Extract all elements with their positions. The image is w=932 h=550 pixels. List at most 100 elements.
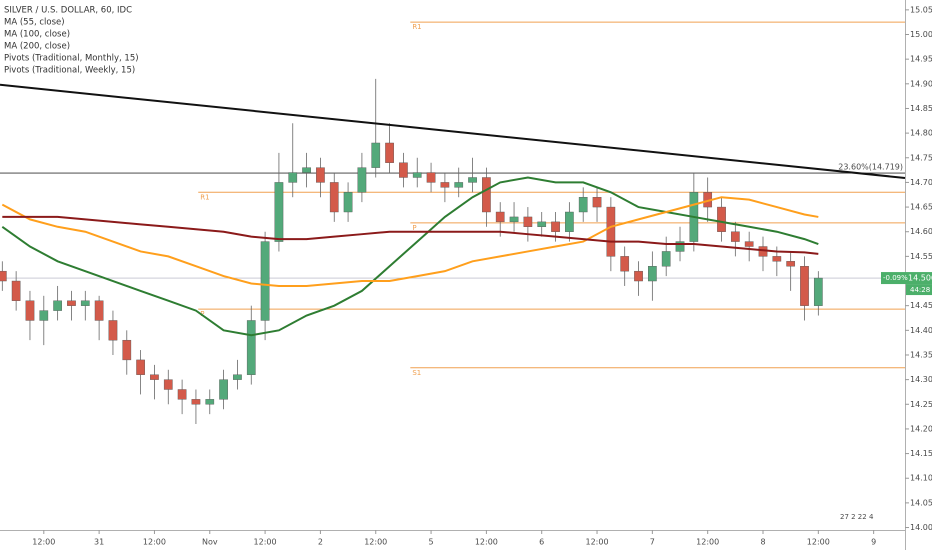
candle-body: [357, 167, 367, 193]
candle-body: [661, 251, 671, 267]
y-tick-label: 14.55: [910, 252, 932, 261]
candle-body: [648, 266, 657, 282]
candle-body: [191, 399, 201, 405]
x-tick-label: 8: [760, 538, 765, 547]
candle-body: [634, 270, 643, 282]
x-tick-label: 9: [871, 538, 876, 547]
x-tick-label: Nov: [202, 538, 218, 547]
y-tick-label: 14.90: [910, 79, 932, 88]
trendline: [0, 83, 906, 179]
legend-entry: MA (200, close): [4, 42, 70, 52]
x-tick-label: 12:00: [143, 538, 166, 547]
candle-body: [25, 300, 35, 321]
legend-entry: MA (55, close): [4, 18, 65, 28]
candle-body: [509, 216, 519, 223]
legend: SILVER / U.S. DOLLAR, 60, IDC MA (55, cl…: [4, 6, 139, 76]
candle-body: [730, 231, 740, 242]
y-tick-label: 14.20: [910, 424, 932, 433]
y-tick-label: 14.00: [910, 523, 932, 532]
x-tick-label: 12:00: [364, 538, 387, 547]
candle-body: [94, 300, 104, 321]
candle-body: [800, 266, 809, 306]
candle-body: [316, 167, 325, 183]
candle-body: [274, 182, 284, 242]
y-tick-label: 14.25: [910, 400, 932, 409]
countdown-tag: [906, 284, 932, 296]
x-tick-label: 5: [429, 538, 434, 547]
candle-body: [53, 300, 62, 311]
y-tick-label: 14.80: [910, 129, 932, 138]
price-tag: [881, 272, 932, 285]
x-tick-label: 12:00: [254, 538, 277, 547]
y-tick-label: 15.00: [910, 30, 932, 39]
candle-body: [260, 241, 270, 321]
y-tick-label: 14.45: [910, 301, 932, 310]
candle-body: [108, 320, 118, 341]
pivot-label: P: [412, 224, 416, 232]
candle-body: [233, 374, 242, 380]
price-value: 14.506: [908, 274, 932, 283]
candle-body: [205, 399, 215, 405]
legend-entry: Pivots (Traditional, Monthly, 15): [4, 54, 139, 64]
y-tick-label: 14.10: [910, 474, 932, 483]
candle-body: [468, 177, 477, 183]
candle-body: [412, 172, 422, 178]
candle-body: [675, 241, 685, 252]
x-tick-label: 12:00: [32, 538, 55, 547]
candle-body: [39, 310, 49, 321]
y-tick-label: 15.05: [910, 5, 932, 14]
x-tick-label: 12:00: [807, 538, 830, 547]
candle-body: [537, 221, 547, 227]
candle-body: [288, 172, 298, 183]
fib-label: 23.60%(14.719): [838, 163, 903, 172]
candle-body: [495, 211, 505, 223]
candle-body: [136, 359, 145, 375]
x-tick-label: 31: [94, 538, 104, 547]
candle-body: [717, 206, 726, 232]
candle-body: [551, 221, 560, 232]
y-tick-label: 14.40: [910, 326, 932, 335]
candle-body: [122, 339, 132, 361]
footer-counts: 27 2 22 4: [840, 513, 874, 521]
candle-body: [578, 197, 588, 213]
ma-line: [2, 215, 819, 255]
candle-body: [11, 280, 21, 301]
candle-body: [0, 270, 7, 282]
candle-body: [606, 206, 616, 257]
y-tick-label: 14.30: [910, 375, 932, 384]
candle-body: [150, 374, 159, 380]
candle-body: [454, 182, 464, 188]
y-tick-label: 14.95: [910, 55, 932, 64]
y-tick-label: 14.85: [910, 104, 932, 113]
candle-body: [163, 379, 173, 390]
candle-body: [523, 216, 533, 227]
pivot-label: R1: [200, 193, 209, 201]
candle-body: [440, 182, 450, 188]
y-tick-label: 14.60: [910, 227, 932, 236]
x-tick-label: 6: [539, 538, 544, 547]
candle-body: [343, 192, 353, 213]
candle-body: [744, 241, 754, 247]
y-tick-label: 14.05: [910, 498, 932, 507]
candle-body: [219, 379, 228, 400]
candle-body: [426, 172, 436, 183]
legend-entry: Pivots (Traditional, Weekly, 15): [4, 66, 135, 76]
candle-body: [772, 256, 782, 262]
legend-entry: MA (100, close): [4, 30, 70, 40]
pivot-label: R1: [412, 23, 421, 31]
candle-body: [371, 142, 381, 168]
y-tick-label: 14.35: [910, 350, 932, 359]
ma-line: [1, 196, 819, 287]
y-tick-label: 14.75: [910, 153, 932, 162]
candle-body: [592, 197, 602, 208]
candle-body: [246, 320, 256, 375]
x-tick-label: 12:00: [586, 538, 609, 547]
candle-body: [385, 142, 394, 163]
candle-body: [329, 182, 339, 213]
y-tick-label: 14.65: [910, 203, 932, 212]
y-tick-label: 14.15: [910, 449, 932, 458]
ma-line: [1, 176, 819, 337]
